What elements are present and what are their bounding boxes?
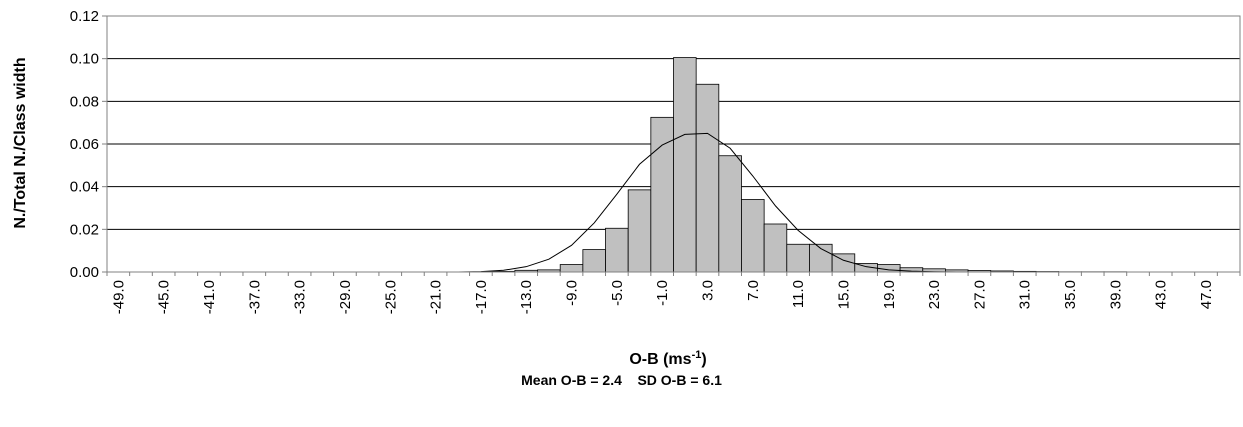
x-tick-label: 23.0 bbox=[926, 280, 943, 309]
x-tick-label: -9.0 bbox=[564, 280, 581, 306]
x-tick-label: 35.0 bbox=[1062, 280, 1079, 309]
x-tick-label: -33.0 bbox=[292, 280, 309, 314]
histogram-bar bbox=[718, 155, 742, 273]
x-tick-label: 19.0 bbox=[881, 280, 898, 309]
x-axis-title-superscript: -1 bbox=[692, 349, 702, 361]
histogram-bar bbox=[673, 57, 697, 273]
x-tick-label: 27.0 bbox=[971, 280, 988, 309]
x-tick-label: 15.0 bbox=[835, 280, 852, 309]
histogram-bars bbox=[491, 57, 1128, 273]
histogram-bar bbox=[695, 83, 720, 273]
histogram-bar bbox=[627, 189, 652, 273]
histogram-bar bbox=[605, 227, 629, 273]
y-tick-label: 0.00 bbox=[70, 264, 99, 281]
histogram-bar bbox=[786, 243, 810, 273]
x-tick-label: -49.0 bbox=[110, 280, 127, 314]
x-axis-title: O-B (ms-1) bbox=[629, 349, 706, 368]
x-tick-label: 11.0 bbox=[790, 280, 807, 308]
sd-stat: SD O-B = 6.1 bbox=[637, 372, 722, 388]
y-tick-label: 0.06 bbox=[70, 136, 99, 153]
x-tick-label: -29.0 bbox=[337, 280, 354, 314]
x-axis-title-main: O-B (ms bbox=[629, 351, 691, 368]
x-tick-label: -45.0 bbox=[156, 280, 173, 314]
x-tick-label: -37.0 bbox=[246, 280, 263, 314]
y-tick-label: 0.02 bbox=[70, 221, 99, 238]
histogram-bar bbox=[559, 264, 584, 273]
x-tick-label: -25.0 bbox=[382, 280, 399, 314]
histogram-bar bbox=[650, 116, 674, 273]
x-tick-label: -41.0 bbox=[201, 280, 218, 314]
y-axis-title: N./Total N./Class width bbox=[12, 57, 29, 228]
y-tick-label: 0.08 bbox=[70, 93, 99, 110]
summary-statistics: Mean O-B = 2.4 SD O-B = 6.1 bbox=[0, 372, 1243, 388]
x-axis-ticks: -49.0 -45.0 -41.0 -37.0 -33.0 -29.0 -25.0 -21.0… bbox=[106, 272, 1241, 314]
x-axis-title-close: ) bbox=[701, 351, 706, 368]
histogram-bar bbox=[582, 249, 606, 273]
y-tick-label: 0.10 bbox=[70, 51, 99, 68]
mean-stat: Mean O-B = 2.4 bbox=[521, 372, 622, 388]
x-tick-label: -1.0 bbox=[654, 280, 671, 306]
x-tick-label: -17.0 bbox=[473, 280, 490, 314]
x-tick-label: 31.0 bbox=[1017, 280, 1034, 309]
y-tick-label: 0.04 bbox=[70, 179, 99, 196]
x-tick-label: -5.0 bbox=[609, 280, 626, 306]
y-axis-ticks: 0.00 0.02 0.04 0.06 0.08 0.10 0.12 bbox=[70, 8, 107, 281]
stat-separator bbox=[622, 372, 638, 388]
x-tick-label: -21.0 bbox=[428, 280, 445, 314]
x-tick-label: -13.0 bbox=[518, 280, 535, 314]
y-tick-label: 0.12 bbox=[70, 8, 99, 25]
histogram-bar bbox=[763, 223, 788, 273]
x-tick-label: 7.0 bbox=[745, 280, 762, 301]
x-tick-label: 47.0 bbox=[1198, 280, 1215, 309]
x-tick-label: 43.0 bbox=[1153, 280, 1170, 309]
x-tick-label: 3.0 bbox=[699, 280, 716, 301]
x-tick-label: 39.0 bbox=[1107, 280, 1124, 309]
histogram-bar bbox=[741, 199, 765, 273]
